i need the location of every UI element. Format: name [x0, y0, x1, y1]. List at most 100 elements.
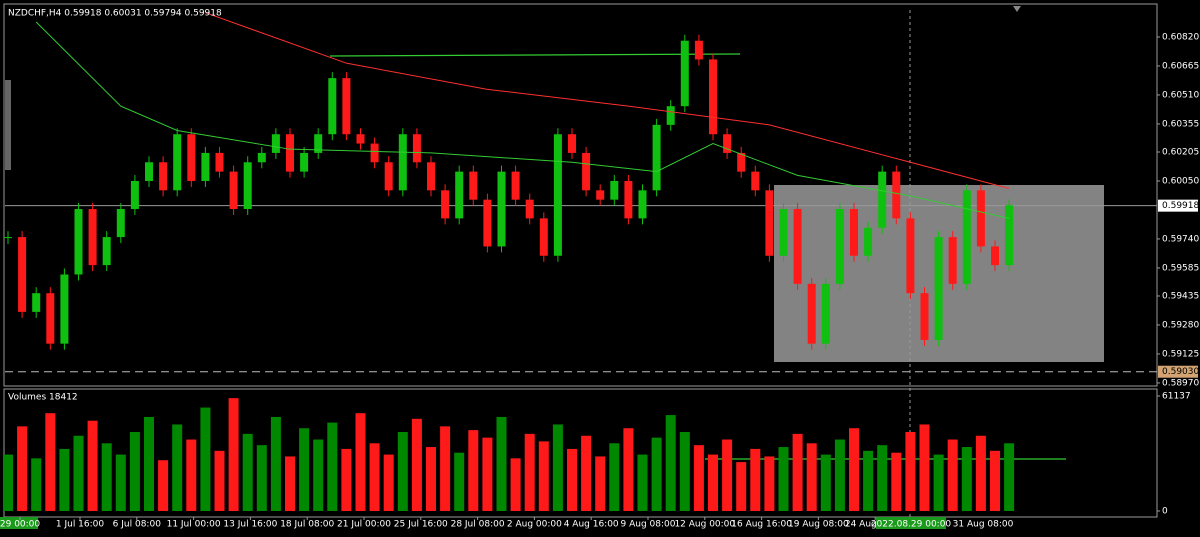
volume-bar [708, 454, 718, 511]
candle-body [920, 293, 929, 340]
candle-body [398, 134, 407, 191]
y-tick-label: 0.59740 [1162, 234, 1199, 244]
candle-body [878, 171, 887, 228]
candle-body [582, 152, 591, 191]
candle-body [821, 283, 830, 344]
moving-average [35, 21, 1010, 219]
candle-body [694, 40, 703, 60]
candle-body [525, 199, 534, 219]
y-tick-label: 0.60665 [1162, 61, 1199, 71]
candle-body [60, 274, 69, 344]
candle-body [497, 171, 506, 247]
time-label: 1 Jul 16:00 [56, 520, 105, 530]
candle-body [102, 237, 111, 266]
candle-body [652, 124, 661, 191]
volume-bar [792, 433, 803, 511]
time-label: 21 Jul 00:00 [337, 520, 391, 530]
candle-body [370, 143, 379, 163]
time-label: 16 Aug 16:00 [731, 520, 792, 530]
y-tick-label: 0.58970 [1162, 378, 1199, 388]
candle-body [356, 134, 365, 144]
time-highlight [0, 517, 38, 529]
volume-bar [17, 426, 28, 511]
volume-bar [440, 426, 451, 511]
volume-tick-label: 0 [1162, 507, 1168, 517]
candle-body [300, 152, 309, 172]
level-box [1158, 365, 1198, 378]
candle-body [723, 134, 732, 153]
volume-bar [256, 445, 267, 511]
volume-bar [919, 424, 930, 511]
candle-body [539, 218, 548, 256]
candle-body [257, 152, 266, 163]
time-label: 13 Jul 16:00 [223, 520, 277, 530]
candle-body [74, 209, 83, 275]
volume-bar [651, 437, 662, 511]
candle-body [328, 78, 337, 135]
candle-body [991, 246, 999, 266]
volume-bar [567, 448, 577, 511]
volume-frame [3, 388, 1158, 518]
candle-body [779, 209, 788, 256]
y-tick-label: 0.60050 [1162, 176, 1199, 186]
volume-bar [764, 456, 775, 511]
y-tick-label: 0.60355 [1162, 119, 1199, 129]
candle-body [850, 209, 858, 256]
volume-label: Volumes 18412 [8, 393, 78, 403]
symbol-header: NZDCHF,H4 0.59918 0.60031 0.59794 0.5991… [8, 9, 222, 19]
time-label: 29 00:00 [0, 520, 40, 530]
time-label: 18 Jul 08:00 [280, 520, 334, 530]
volume-bar [806, 443, 817, 511]
volume-bar [214, 450, 225, 511]
volume-bar [454, 452, 465, 511]
candle-body [864, 227, 873, 256]
candle-body [638, 190, 647, 219]
y-tick-label: 0.60205 [1162, 147, 1199, 157]
volume-bar [172, 424, 183, 511]
volume-bar [609, 443, 620, 511]
current-price-label: 0.59918 [1162, 201, 1199, 211]
candle-body [483, 199, 492, 247]
y-tick-label: 0.59585 [1162, 263, 1199, 273]
scroll-indicator [5, 80, 11, 170]
volume-bar [73, 435, 84, 511]
volume-bar [679, 431, 690, 511]
volume-bar [665, 415, 676, 511]
volume-bar [820, 454, 831, 511]
y-tick-label: 0.59280 [1162, 320, 1199, 330]
candle-body [709, 59, 717, 135]
candle-body [187, 134, 196, 181]
time-label: 28 Jul 08:00 [451, 520, 505, 530]
volume-bar [736, 462, 747, 511]
candle-body [892, 171, 901, 219]
volume-bar [538, 441, 549, 511]
volume-bar [482, 437, 493, 511]
candle-body [737, 152, 746, 172]
volume-bar [270, 416, 281, 511]
candle-body [751, 171, 760, 191]
time-label: 11 Jul 00:00 [167, 520, 221, 530]
time-label: 25 Jul 16:00 [394, 520, 448, 530]
time-label: 19 Aug 08:00 [788, 520, 849, 530]
volume-bar [524, 433, 535, 511]
candle-body [441, 190, 450, 219]
y-tick-label: 0.59435 [1162, 291, 1199, 301]
candle-body [116, 209, 125, 238]
candle-body [976, 190, 985, 247]
candle-body [412, 134, 421, 163]
volume-bar [947, 439, 958, 511]
volume-bar [496, 416, 507, 511]
volume-bar [637, 454, 648, 511]
candle-body [680, 40, 689, 107]
candle-body [596, 190, 605, 200]
volume-bar [581, 435, 592, 511]
candle-body [934, 237, 943, 340]
volume-bar [383, 454, 394, 511]
y-tick-label: 0.60820 [1162, 32, 1199, 42]
volume-bar [355, 413, 366, 511]
volume-bar [933, 454, 944, 511]
time-label: 9 Aug 08:00 [621, 520, 676, 530]
time-label: 2 Aug 00:00 [507, 520, 562, 530]
candle-body [201, 152, 210, 181]
candle-body [314, 134, 323, 153]
